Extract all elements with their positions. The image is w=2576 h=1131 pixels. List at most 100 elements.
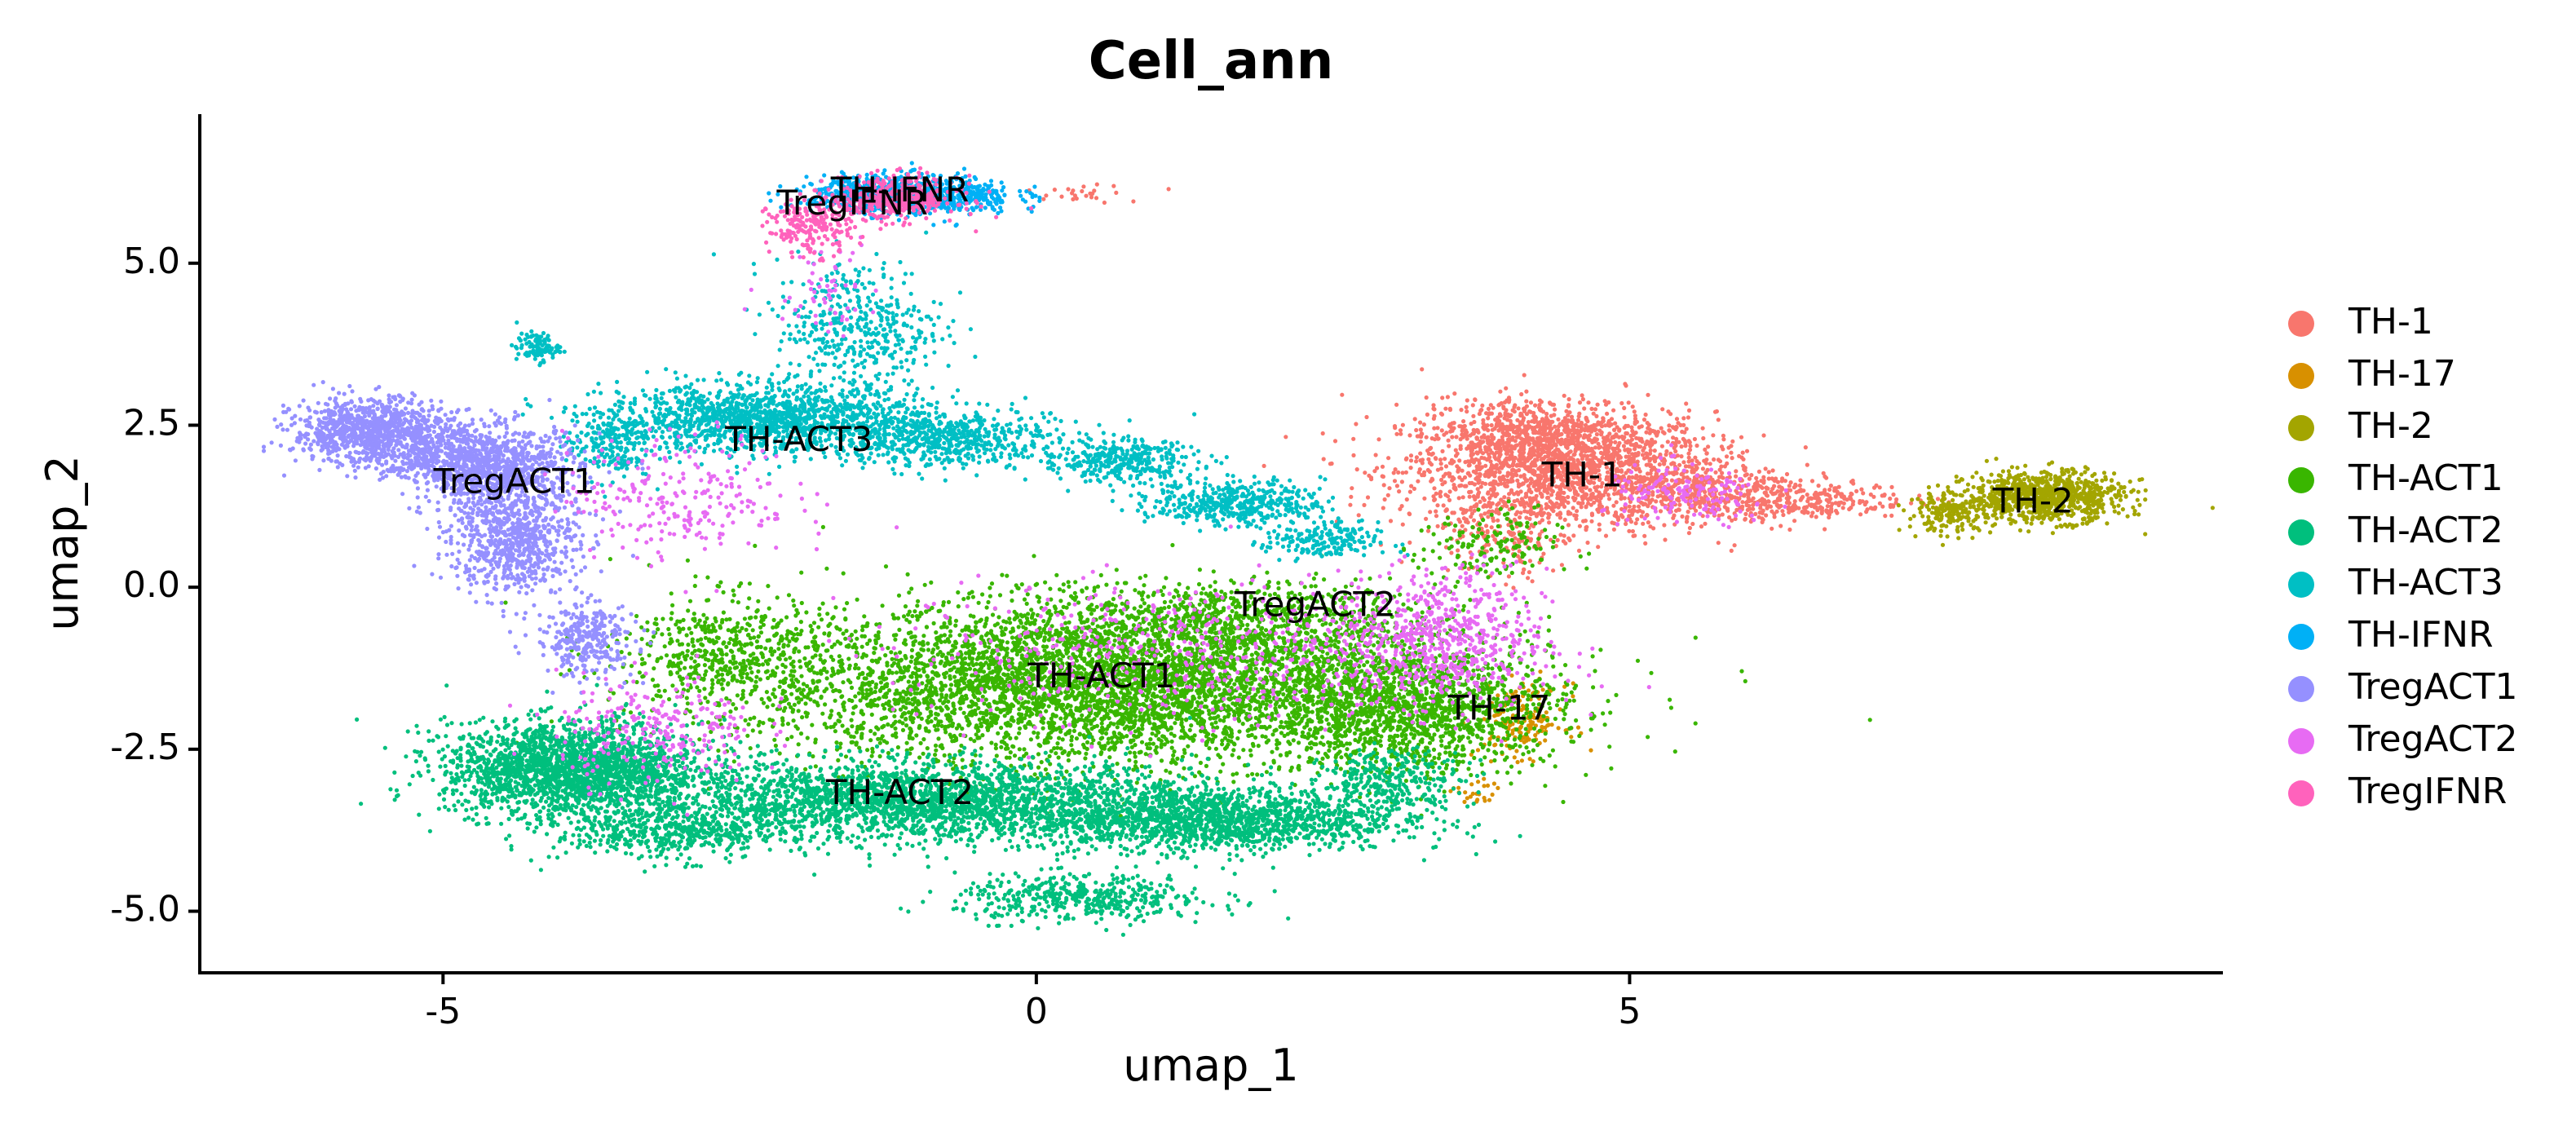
point (2101, 502, 2105, 507)
point (2136, 489, 2141, 494)
point (1665, 440, 1670, 444)
point (1549, 493, 1554, 497)
point (1511, 459, 1516, 464)
point (2085, 510, 2090, 515)
point (1819, 510, 1824, 516)
point (1024, 601, 1029, 607)
point (1261, 463, 1266, 469)
point (1440, 525, 1446, 531)
scatter-points (261, 161, 2215, 937)
point (833, 698, 837, 703)
point (1456, 496, 1461, 501)
point (1861, 491, 1866, 496)
point (1739, 435, 1744, 440)
point (1632, 508, 1637, 513)
point (1584, 525, 1588, 530)
point (1620, 515, 1625, 519)
point (1439, 739, 1444, 744)
point (2044, 471, 2049, 475)
point (1946, 501, 1951, 506)
point (1651, 526, 1656, 531)
point (1681, 416, 1686, 421)
point (1535, 480, 1540, 485)
point (1492, 466, 1497, 471)
point (1526, 576, 1531, 581)
point (1498, 448, 1503, 453)
point (1681, 460, 1686, 465)
point (1529, 530, 1534, 535)
point (1540, 446, 1545, 451)
point (1681, 422, 1686, 428)
point (1747, 492, 1752, 497)
point (1732, 543, 1737, 548)
point (1434, 509, 1438, 514)
point (1960, 493, 1964, 498)
point (1394, 484, 1399, 488)
point (1510, 408, 1515, 413)
point (1485, 783, 1491, 789)
point (2084, 521, 2089, 526)
point (1450, 478, 1455, 483)
point (1641, 521, 1646, 526)
point (1775, 479, 1780, 484)
point (1427, 460, 1432, 466)
point (1548, 499, 1553, 504)
point (784, 657, 789, 662)
point (1624, 431, 1629, 436)
point (1926, 484, 1931, 490)
point (1693, 455, 1698, 460)
point (2026, 475, 2030, 479)
point (1461, 516, 1466, 521)
point (1528, 480, 1533, 486)
point (1546, 515, 1551, 520)
point (1044, 193, 1049, 198)
point (1522, 509, 1527, 514)
point (2116, 481, 2121, 486)
point (1630, 428, 1635, 434)
point (1690, 521, 1695, 527)
point (1974, 471, 1979, 475)
point (1761, 499, 1766, 504)
point (1566, 397, 1571, 402)
point (2071, 467, 2076, 472)
point (1606, 445, 1611, 450)
point (1403, 470, 1408, 475)
point (1555, 537, 1560, 543)
point (1425, 528, 1431, 533)
point (1926, 496, 1931, 501)
point (1686, 451, 1691, 456)
point (1743, 511, 1748, 517)
point (1888, 496, 1893, 501)
point (1818, 506, 1823, 510)
point (1566, 430, 1571, 435)
point (1889, 513, 1894, 519)
point (1119, 589, 1124, 594)
point (1504, 451, 1509, 456)
point (1787, 527, 1792, 532)
point (1052, 188, 1057, 192)
point (2116, 510, 2121, 515)
point (731, 759, 736, 764)
point (1944, 513, 1949, 518)
point (1552, 413, 1557, 417)
point (1964, 499, 1968, 504)
point (1328, 462, 1332, 466)
point (1482, 798, 1487, 803)
point (2015, 466, 2020, 471)
point (1913, 534, 1918, 539)
point (1591, 685, 1596, 690)
point (1646, 426, 1650, 431)
point (1932, 528, 1937, 533)
point (1489, 422, 1494, 428)
point (1992, 522, 1998, 527)
point (1458, 446, 1463, 451)
point (1645, 455, 1650, 460)
point (1777, 484, 1782, 489)
point (1593, 407, 1598, 412)
point (1511, 585, 1516, 590)
point (1549, 426, 1554, 431)
point (2091, 481, 2096, 486)
point (1727, 515, 1732, 520)
point (1474, 435, 1479, 440)
point (1535, 447, 1540, 452)
